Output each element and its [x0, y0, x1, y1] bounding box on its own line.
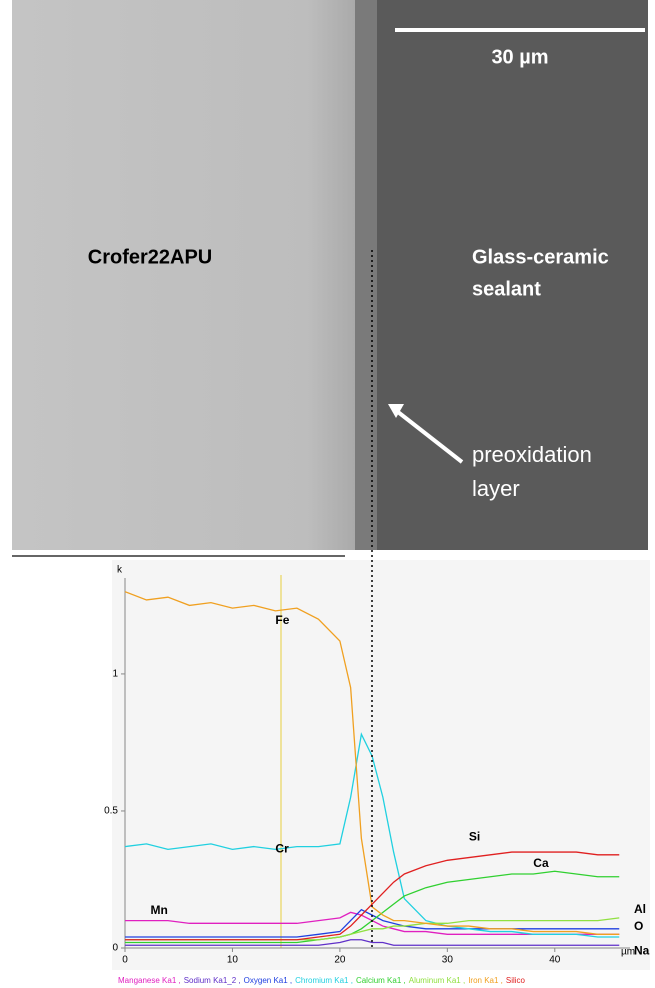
x-tick-label: 30: [442, 955, 454, 966]
sealant-label: Glass-ceramic: [472, 246, 609, 268]
arrow-head: [388, 404, 404, 418]
series-label: Si: [469, 830, 480, 844]
series-label: Al: [634, 902, 646, 916]
arrow: [396, 410, 464, 464]
legend-entry: Iron Ka1 ,: [468, 976, 503, 985]
series-label: Na: [634, 943, 650, 957]
legend-entry: Silico: [506, 976, 526, 985]
series-label: Fe: [275, 613, 289, 627]
scale-label: 30 µm: [491, 46, 548, 68]
x-tick-label: 40: [549, 955, 561, 966]
oxide-layer: [355, 0, 377, 550]
sem-image: 30 µm Crofer22APU Glass-ceramic sealant …: [12, 0, 648, 557]
arrow-label: preoxidation: [472, 442, 592, 467]
chart-background: [112, 560, 650, 970]
legend-entry: Aluminum Ka1 ,: [409, 976, 465, 985]
metal-region: [12, 0, 360, 550]
legend-entry: Calcium Ka1 ,: [356, 976, 406, 985]
series-label: Ca: [533, 856, 549, 870]
series-label: O: [634, 919, 643, 933]
x-tick-label: 20: [334, 955, 346, 966]
legend-entry: Manganese Ka1 ,: [118, 976, 181, 985]
series-line: [125, 939, 620, 946]
series-label: Cr: [275, 842, 289, 856]
y-axis-title: k: [117, 565, 123, 576]
x-tick-label: 0: [122, 955, 128, 966]
legend-entry: Oxygen Ka1 ,: [244, 976, 292, 985]
series-label: Mn: [150, 903, 167, 917]
sealant-label: sealant: [472, 278, 541, 300]
arrow-label: layer: [472, 476, 520, 501]
x-tick-label: 10: [227, 955, 239, 966]
legend-entry: Chromium Ka1 ,: [295, 976, 353, 985]
y-tick-label: 0: [112, 943, 118, 954]
y-tick-label: 0.5: [104, 806, 118, 817]
x-axis-title: µm: [621, 947, 635, 958]
metal-label: Crofer22APU: [88, 246, 212, 268]
y-tick-label: 1: [112, 669, 118, 680]
legend: Manganese Ka1 , Sodium Ka1_2 , Oxygen Ka1 …: [118, 976, 526, 985]
legend-entry: Sodium Ka1_2 ,: [184, 976, 241, 985]
series-line: [125, 851, 620, 941]
